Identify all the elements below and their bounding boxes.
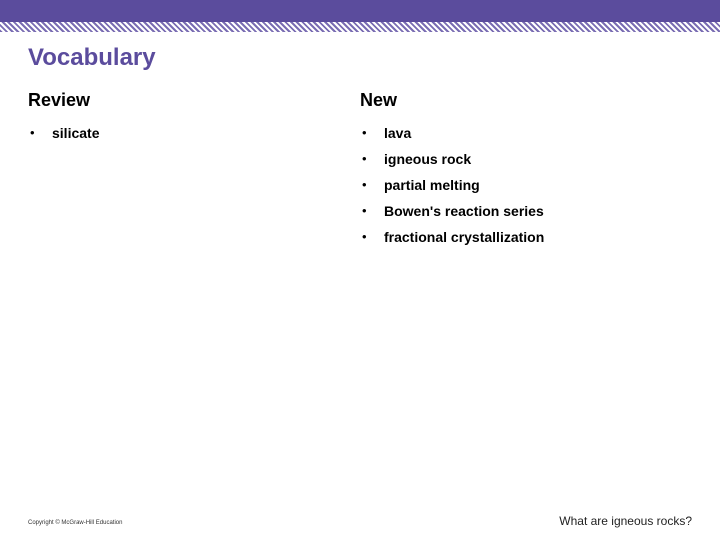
list-item: • Bowen's reaction series <box>360 201 690 221</box>
column-review: Review • silicate <box>28 90 348 149</box>
top-bar <box>0 0 720 22</box>
list-item: • silicate <box>28 123 348 143</box>
item-text: partial melting <box>384 175 480 195</box>
footer-question: What are igneous rocks? <box>559 514 692 528</box>
bullet-icon: • <box>28 123 52 143</box>
list-item: • lava <box>360 123 690 143</box>
list-item: • partial melting <box>360 175 690 195</box>
hatch-bar <box>0 22 720 32</box>
bullet-icon: • <box>360 149 384 169</box>
bullet-icon: • <box>360 227 384 247</box>
bullet-icon: • <box>360 175 384 195</box>
heading-review: Review <box>28 90 348 111</box>
item-text: fractional crystallization <box>384 227 544 247</box>
slide: Vocabulary Review • silicate New • lava … <box>0 0 720 540</box>
item-text: silicate <box>52 123 99 143</box>
list-item: • igneous rock <box>360 149 690 169</box>
item-text: igneous rock <box>384 149 471 169</box>
list-new: • lava • igneous rock • partial melting … <box>360 123 690 247</box>
column-new: New • lava • igneous rock • partial melt… <box>360 90 690 253</box>
copyright: Copyright © McGraw-Hill Education <box>28 520 122 526</box>
bullet-icon: • <box>360 201 384 221</box>
item-text: Bowen's reaction series <box>384 201 544 221</box>
page-title: Vocabulary <box>28 44 156 72</box>
bullet-icon: • <box>360 123 384 143</box>
list-review: • silicate <box>28 123 348 143</box>
list-item: • fractional crystallization <box>360 227 690 247</box>
heading-new: New <box>360 90 690 111</box>
item-text: lava <box>384 123 411 143</box>
